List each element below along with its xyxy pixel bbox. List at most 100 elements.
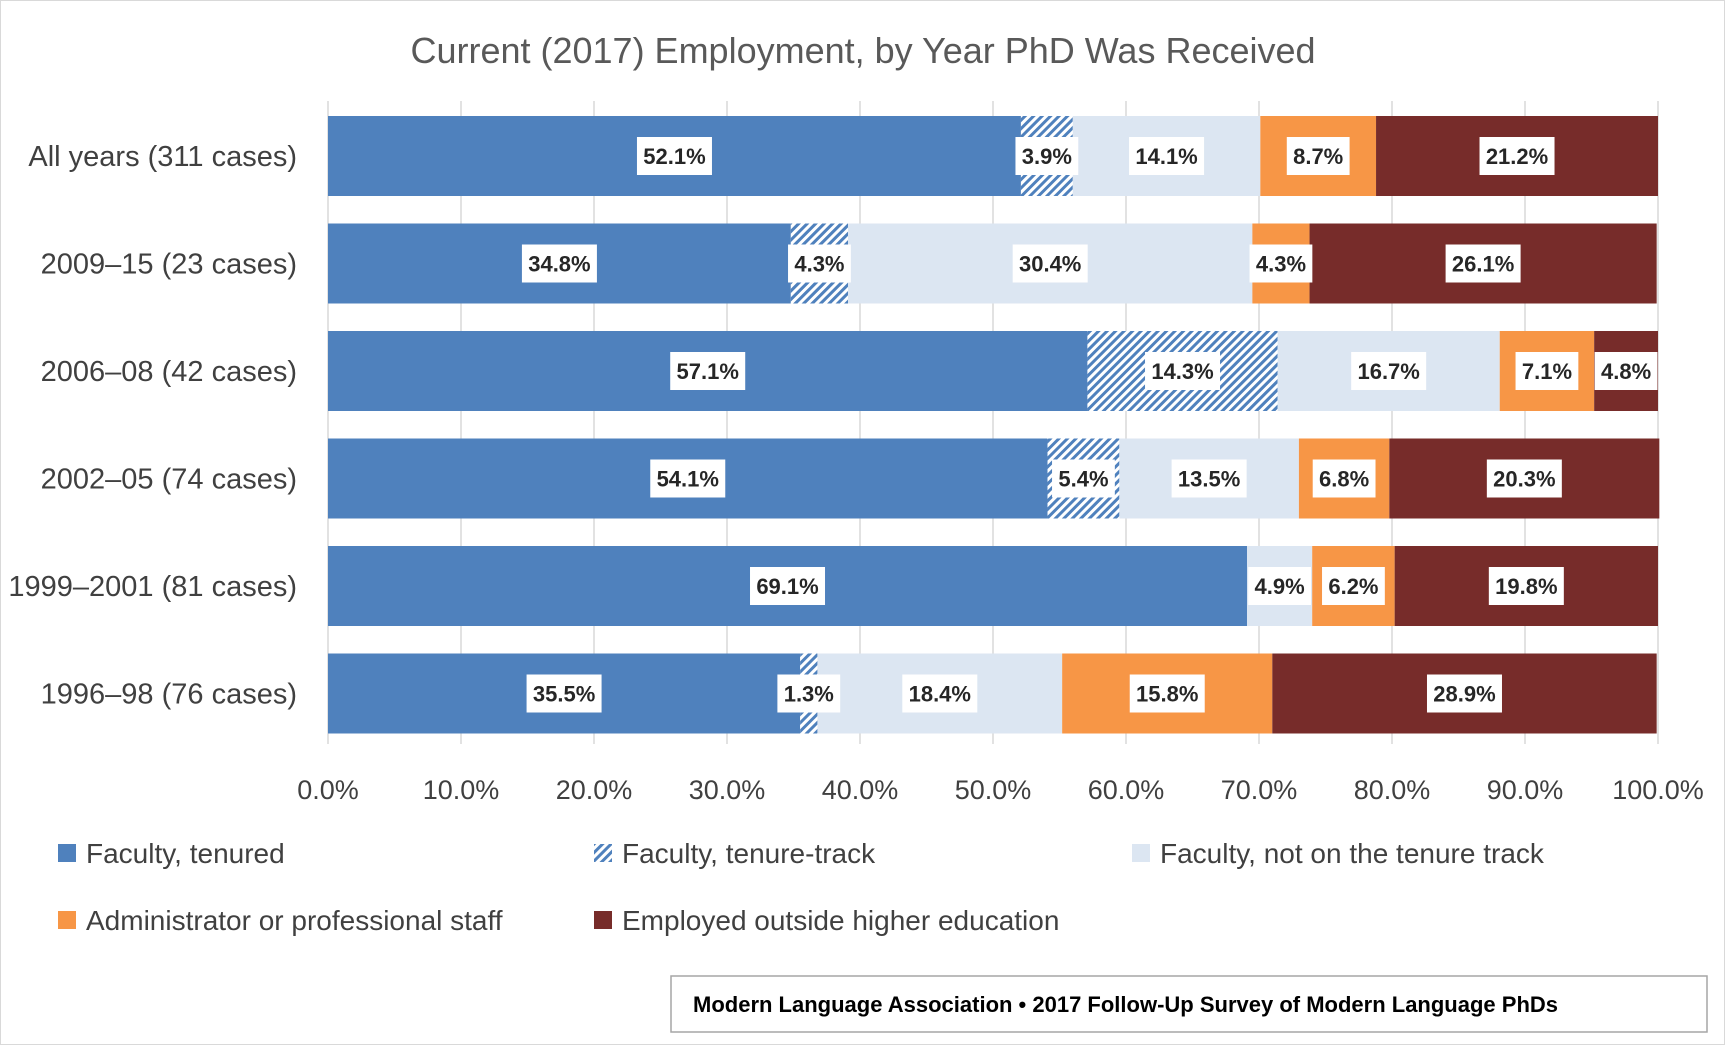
data-label-text: 26.1% xyxy=(1452,252,1514,277)
data-label-text: 34.8% xyxy=(528,252,590,277)
data-label: 52.1% xyxy=(636,137,712,175)
data-label-text: 18.4% xyxy=(909,682,971,707)
data-label-box xyxy=(650,459,726,498)
legend-swatch xyxy=(594,911,612,929)
data-label-text: 20.3% xyxy=(1493,467,1555,492)
data-label-box xyxy=(1145,352,1221,390)
data-label: 69.1% xyxy=(750,567,826,605)
legend-swatch xyxy=(1132,844,1150,862)
x-tick-label: 50.0% xyxy=(955,775,1032,805)
data-label-box xyxy=(1129,137,1205,175)
data-label: 54.1% xyxy=(650,459,726,498)
legend-label: Employed outside higher education xyxy=(622,905,1059,936)
data-label: 35.5% xyxy=(526,674,602,713)
chart-title: Current (2017) Employment, by Year PhD W… xyxy=(410,30,1315,71)
data-label-text: 4.3% xyxy=(1256,252,1306,277)
data-label-text: 6.2% xyxy=(1328,574,1378,599)
data-label-text: 69.1% xyxy=(756,574,818,599)
data-label-text: 35.5% xyxy=(533,682,595,707)
data-label: 16.7% xyxy=(1351,352,1427,390)
data-label-box xyxy=(670,352,746,390)
data-label: 6.2% xyxy=(1322,567,1385,605)
data-label-box xyxy=(1322,567,1385,605)
data-label: 1.3% xyxy=(777,674,841,713)
legend-label: Faculty, tenured xyxy=(86,838,285,869)
data-label: 20.3% xyxy=(1486,459,1562,498)
data-label: 21.2% xyxy=(1479,137,1555,175)
category-label: 1996–98 (76 cases) xyxy=(41,679,297,711)
data-label-text: 54.1% xyxy=(657,467,719,492)
data-label: 3.9% xyxy=(1015,137,1079,175)
legend-item: Faculty, not on the tenure track xyxy=(1132,838,1545,869)
category-label: 2009–15 (23 cases) xyxy=(41,249,297,281)
legend-item: Employed outside higher education xyxy=(594,905,1059,936)
data-label-box xyxy=(636,137,712,175)
data-label-box xyxy=(1486,459,1562,498)
data-label-box xyxy=(1286,137,1350,175)
data-label-box xyxy=(1426,674,1502,713)
data-label-text: 4.3% xyxy=(794,252,844,277)
data-label-box xyxy=(902,674,978,713)
data-label-box xyxy=(1312,459,1376,498)
data-label-box xyxy=(1015,137,1079,175)
data-label: 15.8% xyxy=(1129,674,1205,713)
data-label: 4.8% xyxy=(1594,352,1658,390)
data-label-text: 8.7% xyxy=(1293,144,1343,169)
data-label: 19.8% xyxy=(1488,567,1564,605)
data-label-box xyxy=(1515,352,1579,390)
data-label: 5.4% xyxy=(1052,459,1115,498)
data-label-text: 16.7% xyxy=(1357,359,1419,384)
category-label: 2006–08 (42 cases) xyxy=(41,356,297,388)
data-label-box xyxy=(1488,567,1564,605)
data-label: 7.1% xyxy=(1515,352,1579,390)
data-label: 8.7% xyxy=(1286,137,1350,175)
data-label-text: 52.1% xyxy=(643,144,705,169)
data-label: 13.5% xyxy=(1171,459,1247,498)
data-label-box xyxy=(1351,352,1427,390)
legend-swatch xyxy=(594,844,612,862)
data-label-text: 4.8% xyxy=(1601,359,1651,384)
data-label-box xyxy=(1248,567,1312,605)
data-label-box xyxy=(1249,244,1313,283)
legend-swatch xyxy=(58,844,76,862)
legend: Faculty, tenured Faculty, tenure-track Fac… xyxy=(58,838,1545,936)
gridlines xyxy=(327,101,1659,744)
data-label: 18.4% xyxy=(902,674,978,713)
legend-item: Faculty, tenured xyxy=(58,838,285,869)
data-label-text: 7.1% xyxy=(1522,359,1572,384)
data-label-box xyxy=(526,674,602,713)
data-label-box xyxy=(1129,674,1205,713)
data-label-box xyxy=(1594,352,1658,390)
legend-swatch xyxy=(58,911,76,929)
data-label-text: 3.9% xyxy=(1022,144,1072,169)
x-tick-label: 60.0% xyxy=(1088,775,1165,805)
legend-item: Administrator or professional staff xyxy=(58,905,503,936)
data-label-text: 57.1% xyxy=(677,359,739,384)
data-label-box xyxy=(521,244,597,283)
category-label: 2002–05 (74 cases) xyxy=(41,464,297,496)
data-label-box xyxy=(1012,244,1088,283)
x-tick-label: 0.0% xyxy=(297,775,359,805)
legend-label: Administrator or professional staff xyxy=(86,905,503,936)
x-axis-tick-labels: 0.0% 10.0% 20.0% 30.0% 40.0% 50.0% 60.0% 70.0% 8… xyxy=(297,775,1704,805)
category-label: All years (311 cases) xyxy=(28,141,297,173)
legend-label: Faculty, not on the tenure track xyxy=(1160,838,1545,869)
data-label: 14.1% xyxy=(1129,137,1205,175)
data-label-text: 28.9% xyxy=(1433,682,1495,707)
data-label: 14.3% xyxy=(1145,352,1221,390)
data-label: 34.8% xyxy=(521,244,597,283)
x-tick-label: 80.0% xyxy=(1354,775,1431,805)
x-tick-label: 40.0% xyxy=(822,775,899,805)
data-label-text: 15.8% xyxy=(1136,682,1198,707)
data-label-box xyxy=(1479,137,1555,175)
x-tick-label: 100.0% xyxy=(1612,775,1704,805)
data-label: 4.3% xyxy=(1249,244,1313,283)
category-labels: All years (311 cases) 2009–15 (23 cases) 2… xyxy=(8,141,297,711)
x-tick-label: 20.0% xyxy=(556,775,633,805)
data-label-box xyxy=(1445,244,1521,283)
data-label-box xyxy=(777,674,841,713)
x-tick-label: 30.0% xyxy=(689,775,766,805)
x-tick-label: 70.0% xyxy=(1221,775,1298,805)
